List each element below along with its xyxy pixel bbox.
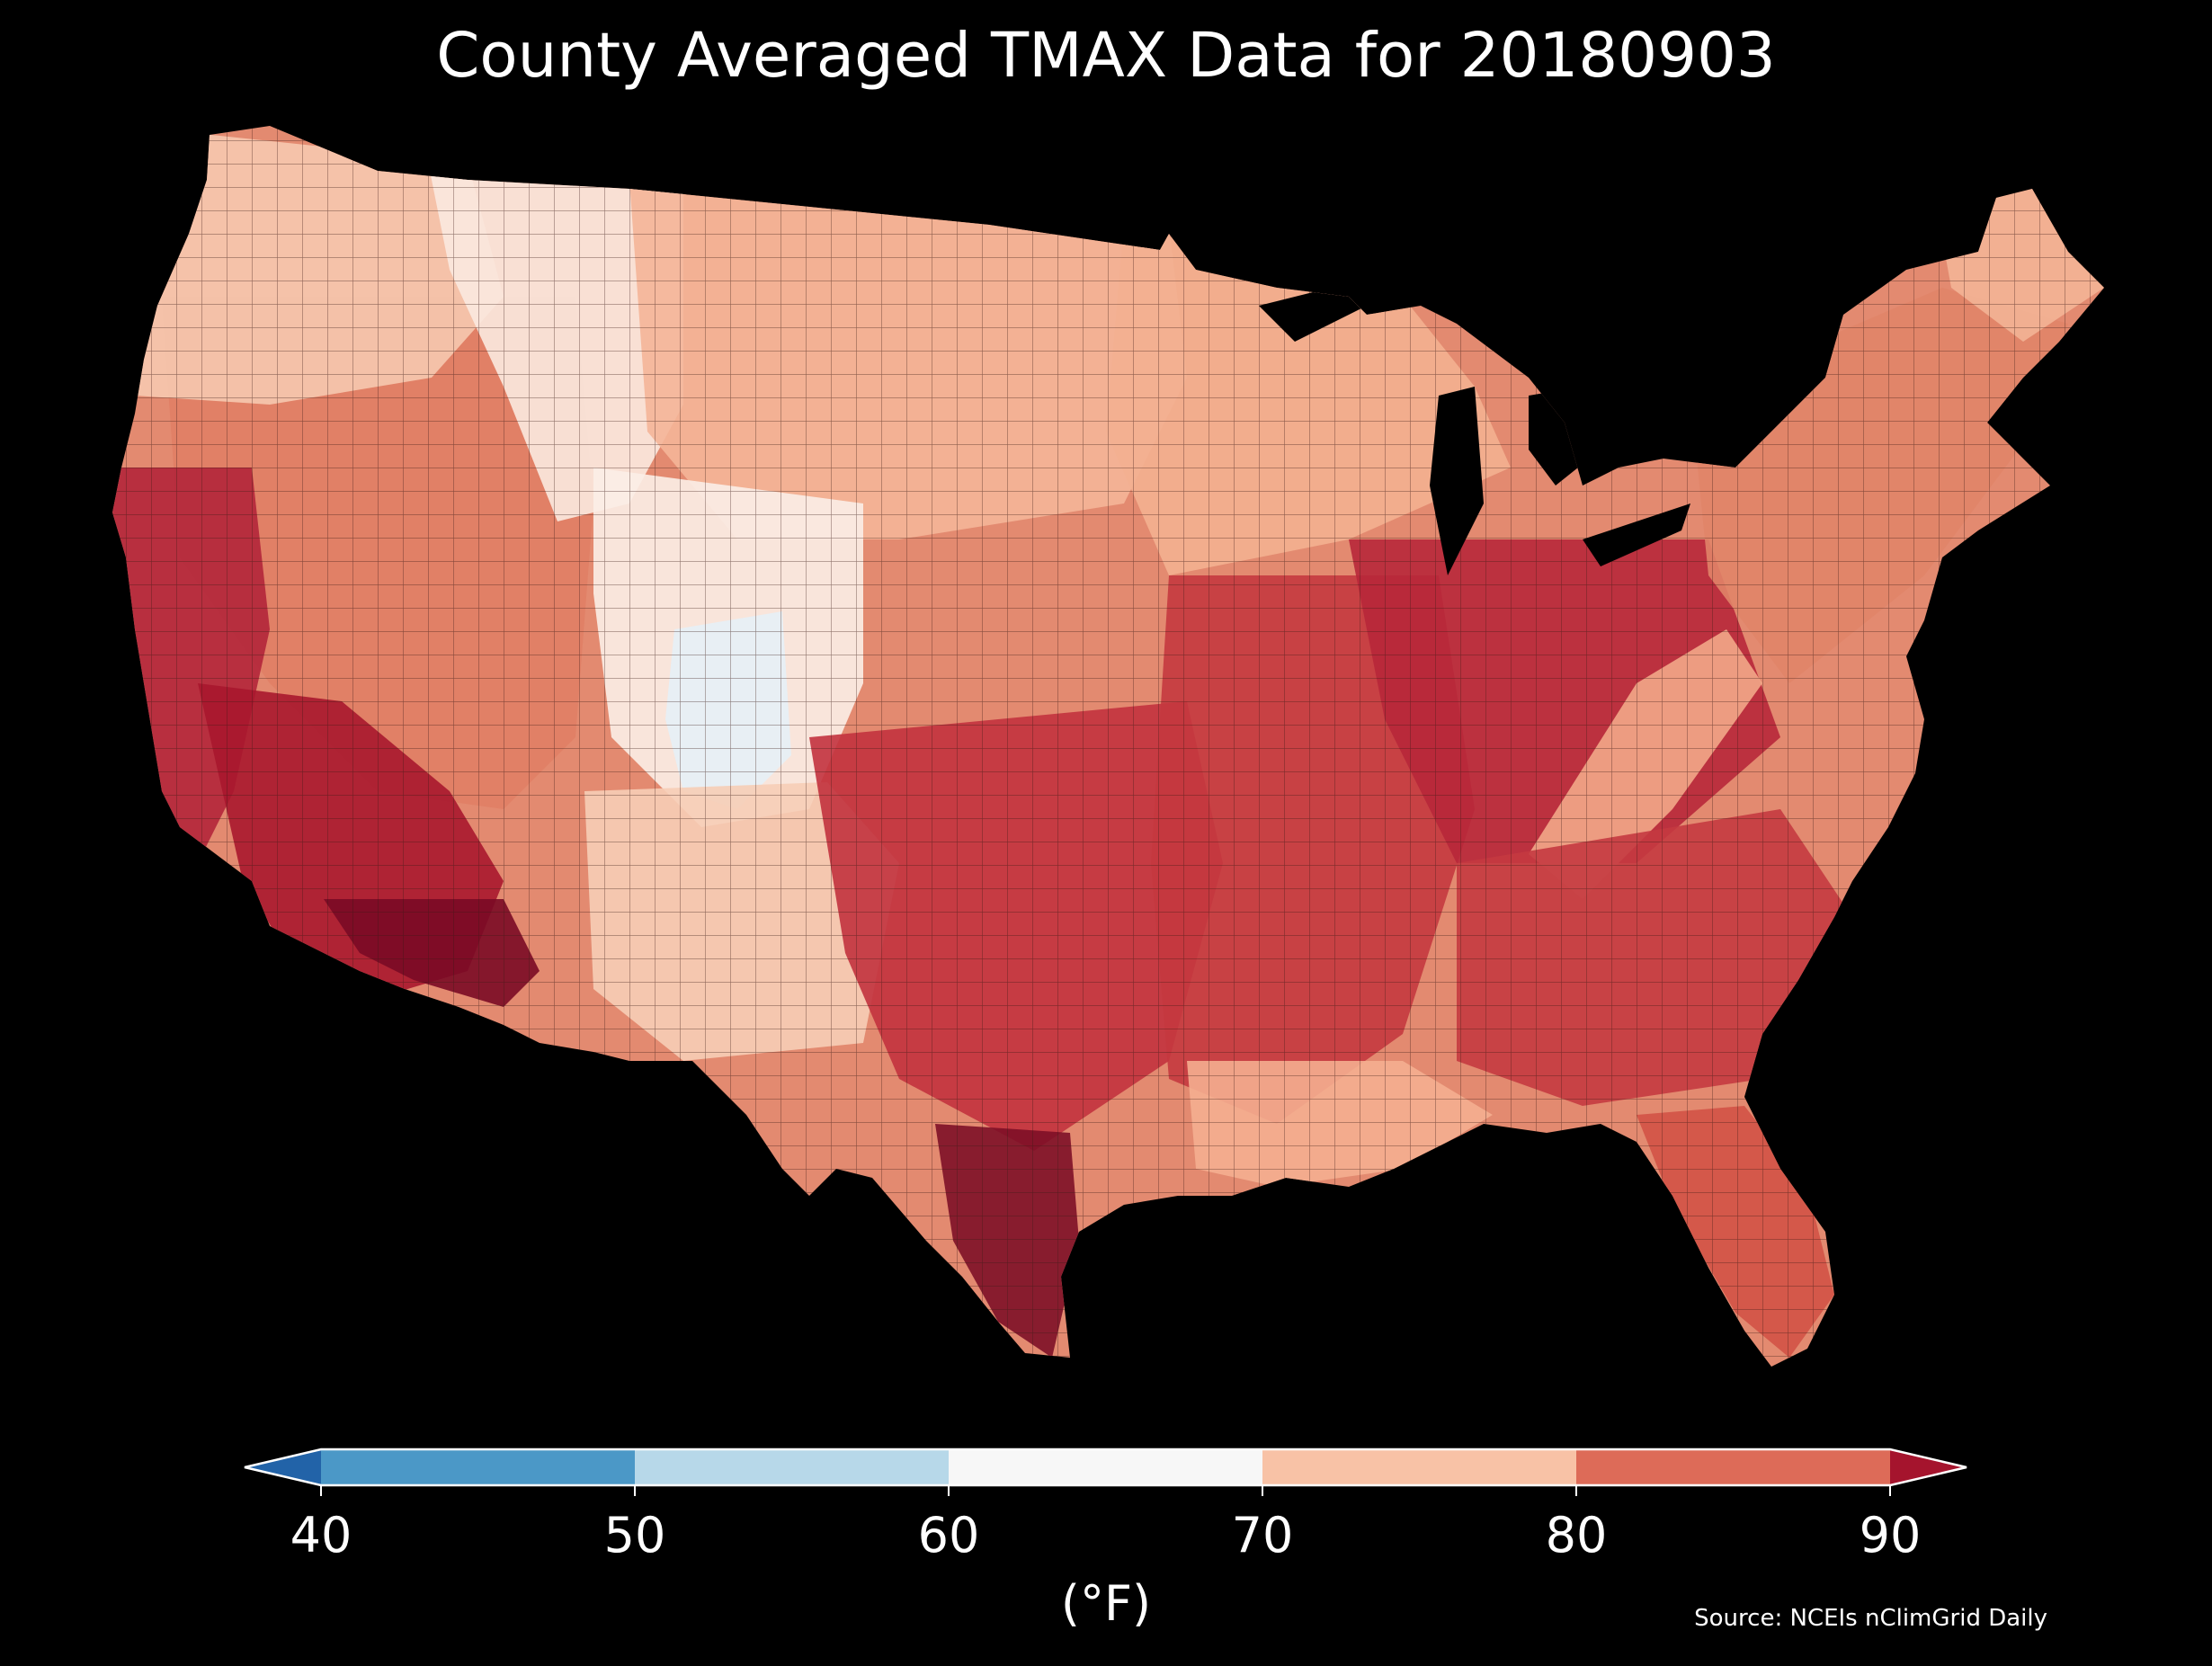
- colorbar-bin-50-60: [635, 1449, 949, 1485]
- colorbar-unit-label: (°F): [1060, 1575, 1152, 1632]
- colorbar-bin-60-70: [949, 1449, 1262, 1485]
- source-credit: Source: NCEIs nClimGrid Daily: [1694, 1605, 2047, 1632]
- lake-michigan: [1430, 387, 1484, 575]
- colorbar-under-extension: [245, 1449, 321, 1485]
- map-title: County Averaged TMAX Data for 20180903: [436, 20, 1776, 92]
- colorbar-bin-80-90: [1576, 1449, 1890, 1485]
- colorbar-tick-label: 70: [1231, 1507, 1294, 1564]
- colorbar-tick-label: 60: [917, 1507, 980, 1564]
- colorbar-over-extension: [1890, 1449, 1967, 1485]
- colorbar-bin-40-50: [321, 1449, 635, 1485]
- colorbar-tick-label: 40: [290, 1507, 352, 1564]
- colorbar-bin-70-80: [1262, 1449, 1576, 1485]
- colorbar-tick-label: 90: [1859, 1507, 1922, 1564]
- colorbar-tick-label: 80: [1545, 1507, 1608, 1564]
- lake-erie: [1583, 503, 1690, 566]
- colorbar-tick-label: 50: [603, 1507, 666, 1564]
